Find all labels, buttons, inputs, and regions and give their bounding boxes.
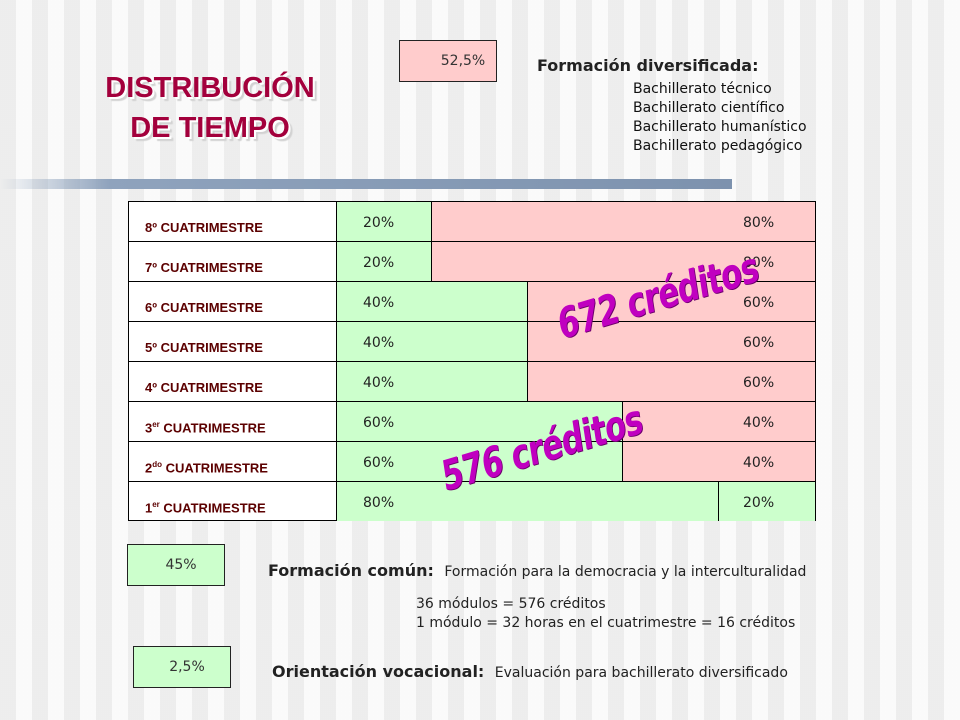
row-label-number: 1 [145,500,153,516]
list-item: Bachillerato técnico [633,81,772,97]
row-label: 1er CUATRIMESTRE [145,500,266,515]
segment-value-diversificada: 60% [743,375,775,391]
segment-value-diversificada: 80% [743,255,775,271]
bar-segment-comun: 40% [336,282,528,321]
chart-row: 7º CUATRIMESTRE 20% 80% [129,242,815,282]
orientacion-percent-box: 2,5% [133,646,231,688]
diversificada-list: Bachillerato técnico Bachillerato cientí… [633,80,807,156]
segment-value-diversificada: 60% [743,335,775,351]
orientacion-percent: 2,5% [169,659,205,675]
bar-segment-diversificada: 40% [623,402,815,441]
row-label-text: CUATRIMESTRE [159,420,266,436]
bar-segment-diversificada: 80% [432,202,815,241]
segment-value-diversificada: 40% [743,415,775,431]
segment-value-comun: 20% [363,215,395,231]
diversificada-percent: 52,5% [440,53,486,69]
row-label: 5º CUATRIMESTRE [145,340,263,355]
chart-row: 5º CUATRIMESTRE 40% 60% [129,322,815,362]
divider-bar [0,179,732,189]
bar-segment-comun: 20% [336,202,432,241]
row-label: 2do CUATRIMESTRE [145,460,268,475]
segment-value-comun: 20% [363,255,395,271]
comun-percent-box: 45% [127,544,225,586]
row-label-number: 2 [145,460,153,476]
row-label: 3er CUATRIMESTRE [145,420,266,435]
segment-value-diversificada: 20% [743,495,775,511]
row-label: 7º CUATRIMESTRE [145,260,263,275]
row-label-text: CUATRIMESTRE [159,500,266,516]
row-label: 4º CUATRIMESTRE [145,380,263,395]
comun-percent: 45% [165,557,197,573]
orientacion-heading: Orientación vocacional: [272,662,485,681]
diversificada-percent-box: 52,5% [399,40,497,82]
comun-note-2: 1 módulo = 32 horas en el cuatrimestre =… [416,615,796,631]
bar-segment-comun: 20% [336,242,432,281]
comun-description: Formación para la democracia y la interc… [444,564,807,580]
bar-segment-comun: 60% [336,442,623,481]
segment-value-comun: 60% [363,455,395,471]
orientacion-line: Orientación vocacional: Evaluación para … [272,662,788,681]
title-line-1: DISTRIBUCIÓN [105,72,315,104]
row-label-ordinal: er [152,500,160,509]
segment-value-comun: 40% [363,375,395,391]
bar-segment-diversificada: 20% [719,482,815,521]
chart-row: 2do CUATRIMESTRE 60% 40% [129,442,815,482]
bar-segment-diversificada: 60% [528,322,815,361]
segment-value-diversificada: 60% [743,295,775,311]
bar-segment-comun: 40% [336,362,528,401]
segment-value-diversificada: 80% [743,215,775,231]
list-item: Bachillerato científico [633,100,785,116]
chart-row: 8º CUATRIMESTRE 20% 80% [129,202,815,242]
bar-segment-comun: 60% [336,402,623,441]
comun-note-1: 36 módulos = 576 créditos [416,596,606,612]
title-line-2: DE TIEMPO [130,112,290,144]
chart-row: 6º CUATRIMESTRE 40% 60% [129,282,815,322]
segment-value-comun: 40% [363,335,395,351]
list-item: Bachillerato pedagógico [633,138,803,154]
bar-segment-diversificada: 60% [528,362,815,401]
bar-segment-diversificada: 80% [432,242,815,281]
page-title: DISTRIBUCIÓN DE TIEMPO [70,68,350,148]
row-label-number: 3 [145,420,153,436]
diversificada-heading: Formación diversificada: [537,56,759,75]
bar-segment-diversificada: 40% [623,442,815,481]
segment-value-comun: 40% [363,295,395,311]
row-label: 6º CUATRIMESTRE [145,300,263,315]
chart-row: 3er CUATRIMESTRE 60% 40% [129,402,815,442]
row-label-ordinal: er [152,420,160,429]
chart-row: 1er CUATRIMESTRE 80% 20% [129,482,815,522]
comun-heading: Formación común: [268,561,434,580]
row-label-ordinal: do [152,460,163,469]
chart-row: 4º CUATRIMESTRE 40% 60% [129,362,815,402]
orientacion-description: Evaluación para bachillerato diversifica… [494,665,788,681]
row-label: 8º CUATRIMESTRE [145,220,263,235]
bar-segment-diversificada: 60% [528,282,815,321]
bar-segment-comun: 80% [336,482,719,521]
row-label-text: CUATRIMESTRE [162,460,268,476]
comun-line: Formación común: Formación para la democ… [268,561,806,580]
segment-value-diversificada: 40% [743,455,775,471]
distribution-chart: 8º CUATRIMESTRE 20% 80% 7º CUATRIMESTRE 20% 8… [128,201,816,521]
segment-value-comun: 80% [363,495,395,511]
bar-segment-comun: 40% [336,322,528,361]
segment-value-comun: 60% [363,415,395,431]
list-item: Bachillerato humanístico [633,119,807,135]
